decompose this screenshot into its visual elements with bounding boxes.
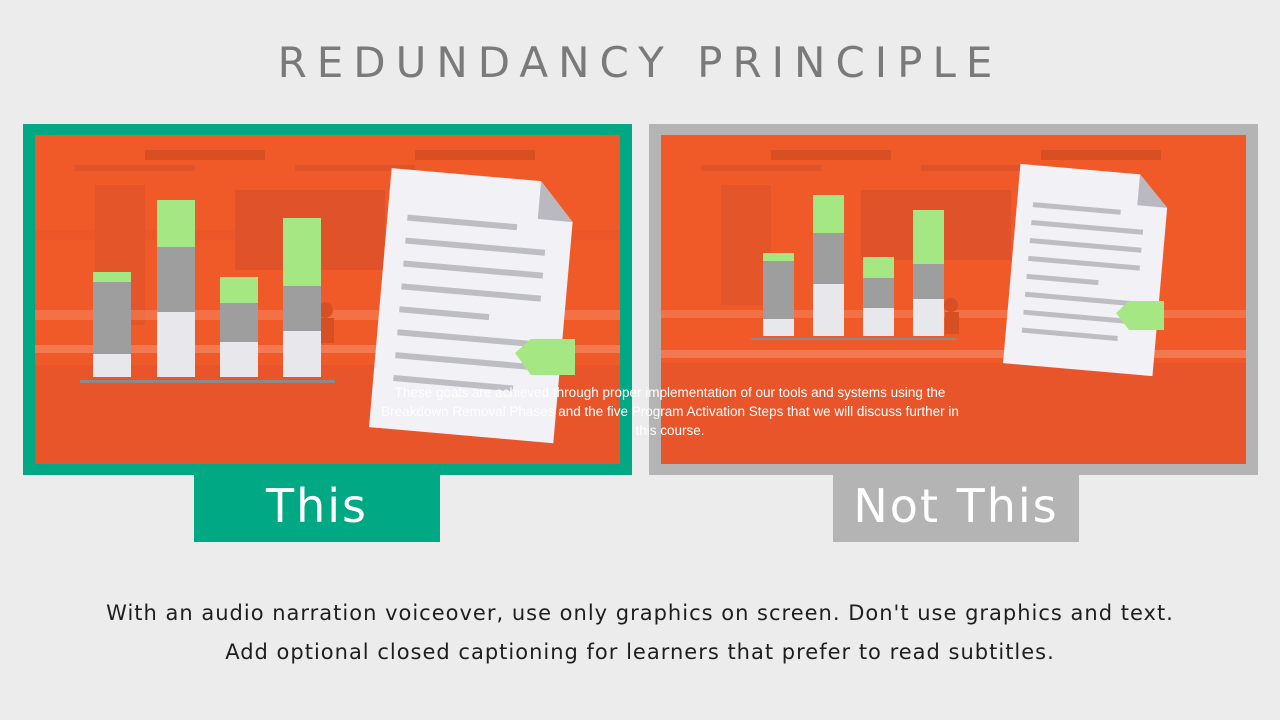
not-this-label: Not This xyxy=(833,475,1079,542)
footer-line-1: With an audio narration voiceover, use o… xyxy=(106,601,1174,625)
page-title: REDUNDANCY PRINCIPLE xyxy=(277,38,1003,87)
footer-description: With an audio narration voiceover, use o… xyxy=(0,594,1280,672)
bar-chart-icon xyxy=(751,195,956,340)
redundant-caption-text: These goals are achieved through proper … xyxy=(381,385,959,438)
document-icon xyxy=(368,168,573,444)
bad-example-panel xyxy=(649,124,1258,475)
bar-chart-icon xyxy=(80,200,335,383)
this-label: This xyxy=(194,475,440,542)
good-example-panel xyxy=(23,124,632,475)
good-example-screen xyxy=(35,135,620,464)
tag-icon xyxy=(515,339,575,375)
bad-example-screen xyxy=(661,135,1246,464)
document-icon xyxy=(1003,163,1168,377)
footer-line-2: Add optional closed captioning for learn… xyxy=(225,640,1055,664)
tag-icon xyxy=(1116,301,1164,330)
